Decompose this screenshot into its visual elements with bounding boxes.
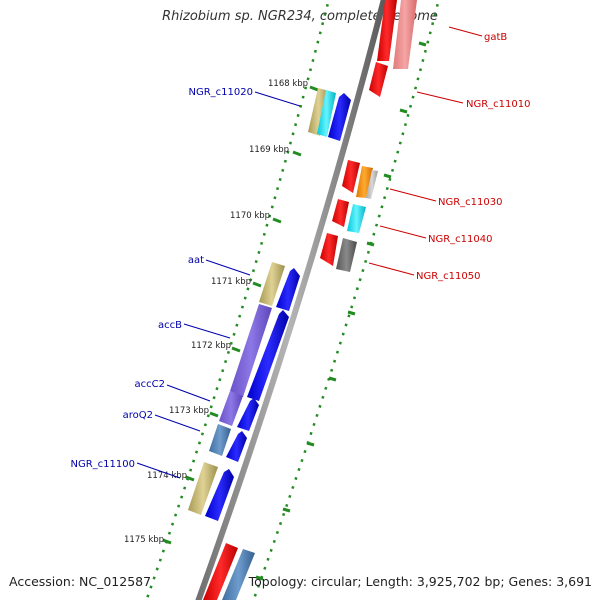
ruler-label: 1172 kbp [191,341,231,351]
gene-label[interactable]: aroQ2 [123,410,153,421]
ruler-label: 1173 kbp [169,406,209,416]
label-leaders [136,26,483,479]
gene-bottom-red[interactable] [203,543,238,600]
gene-NGR_c11020-arrow[interactable] [328,93,351,141]
gene-NGR_c11040-cyan[interactable] [347,204,366,233]
ruler-label: 1170 kbp [230,211,270,221]
forward-strand-genes [188,88,351,521]
gene-accB[interactable] [230,304,272,397]
gene-NGR_c11010[interactable] [369,62,388,97]
accession-text: Accession: NC_012587 [9,574,152,589]
genome-summary-text: Topology: circular; Length: 3,925,702 bp… [248,574,592,589]
ruler-label: 1168 kbp [268,79,308,89]
gene-bottom-steel[interactable] [222,549,255,600]
gene-NGR_c11050-gray[interactable] [336,238,357,272]
gene-label[interactable]: NGR_c11010 [466,99,531,110]
gene-accC2[interactable] [219,391,243,426]
inner-dotted-track [252,0,441,600]
gene-gatB-homolog[interactable] [393,0,417,69]
gene-accB-arrow[interactable] [247,310,289,401]
gene-label[interactable]: gatB [484,32,507,43]
gene-accC2-arrow[interactable] [237,398,259,431]
ruler-label: 1171 kbp [211,277,251,287]
genome-title: Rhizobium sp. NGR234, complete genome [162,9,438,24]
gene-label[interactable]: NGR_c11030 [438,197,503,208]
ruler-label: 1175 kbp [124,535,164,545]
gene-gatB[interactable] [377,0,397,61]
gene-NGR_c11030-gray[interactable] [366,170,378,199]
ruler-ticks [162,85,319,545]
reverse-strand-genes [203,0,417,600]
gene-label[interactable]: NGR_c11100 [71,459,136,470]
gene-NGR_c11100-arrow[interactable] [205,469,234,521]
outer-dotted-track [145,0,331,600]
ruler-label: 1169 kbp [249,145,289,155]
gene-aroQ2[interactable] [209,424,231,456]
gene-NGR_c11100[interactable] [188,462,218,515]
ruler-label: 1174 kbp [147,471,187,481]
gene-NGR_c11020-cyan[interactable] [317,90,336,137]
gene-NGR_c11030-orange[interactable] [356,166,373,198]
gene-aat-arrow[interactable] [276,268,300,311]
genome-backbone [195,0,387,600]
gene-aat[interactable] [259,262,285,306]
gene-label[interactable]: accC2 [135,379,165,390]
gene-label[interactable]: accB [158,320,182,331]
gene-aroQ2-arrow[interactable] [226,431,247,462]
gene-label[interactable]: aat [188,255,204,266]
track-ticks [255,41,427,581]
gene-NGR_c11040[interactable] [332,199,349,227]
gene-NGR_c11020[interactable] [308,88,329,136]
gene-label[interactable]: NGR_c11050 [416,271,481,282]
gene-NGR_c11030[interactable] [342,160,360,193]
gene-label[interactable]: NGR_c11040 [428,234,493,245]
gene-NGR_c11050[interactable] [320,233,338,266]
gene-label[interactable]: NGR_c11020 [189,87,254,98]
